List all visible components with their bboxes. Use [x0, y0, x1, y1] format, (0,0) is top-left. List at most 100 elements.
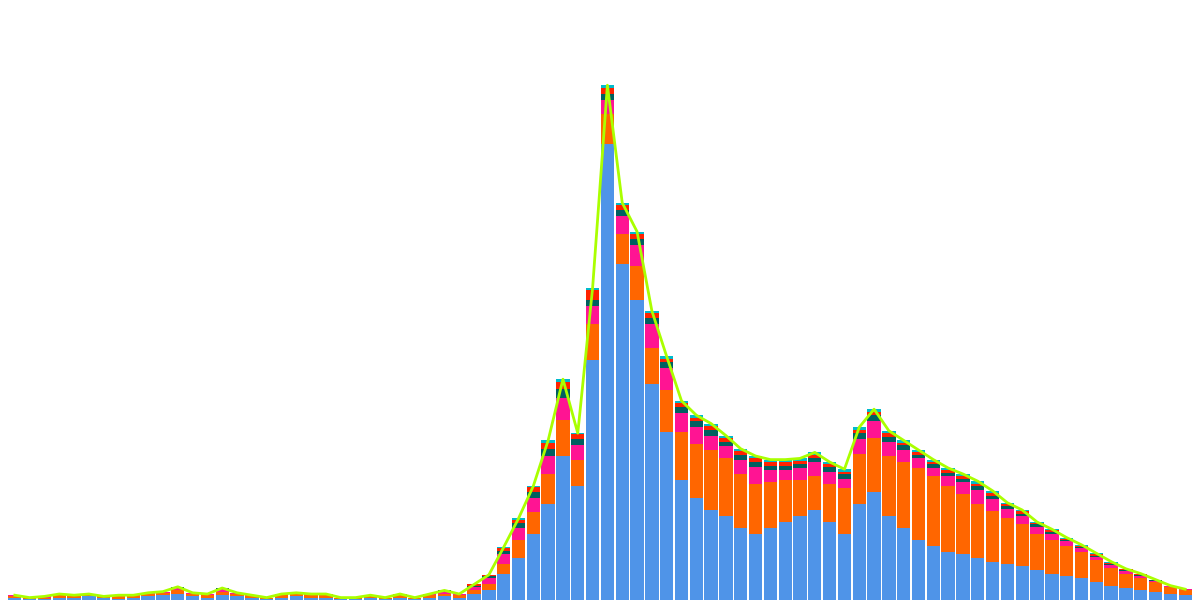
Bar — [1045, 534, 1058, 540]
Bar — [719, 442, 732, 446]
Bar — [749, 462, 762, 467]
Bar — [452, 595, 466, 598]
Bar — [275, 594, 288, 595]
Bar — [127, 596, 140, 598]
Bar — [468, 590, 481, 594]
Bar — [823, 467, 836, 472]
Bar — [378, 599, 392, 600]
Bar — [956, 494, 970, 554]
Bar — [497, 554, 510, 564]
Bar — [601, 94, 614, 100]
Bar — [690, 444, 703, 498]
Bar — [378, 598, 392, 599]
Bar — [763, 460, 778, 462]
Bar — [1134, 575, 1147, 576]
Bar — [646, 324, 659, 348]
Bar — [1120, 574, 1133, 588]
Bar — [83, 596, 96, 600]
Bar — [1178, 589, 1192, 590]
Bar — [868, 412, 881, 415]
Bar — [630, 266, 643, 300]
Bar — [334, 598, 348, 599]
Bar — [1134, 576, 1147, 578]
Bar — [1075, 546, 1088, 547]
Bar — [23, 598, 36, 599]
Bar — [882, 516, 895, 600]
Bar — [1001, 503, 1014, 504]
Bar — [1045, 540, 1058, 574]
Bar — [245, 598, 258, 600]
Bar — [512, 558, 526, 600]
Bar — [112, 599, 125, 600]
Bar — [898, 440, 911, 443]
Bar — [749, 534, 762, 600]
Bar — [245, 595, 258, 596]
Bar — [83, 595, 96, 596]
Bar — [793, 458, 806, 461]
Bar — [704, 436, 718, 450]
Bar — [305, 595, 318, 598]
Bar — [1045, 532, 1058, 534]
Bar — [557, 382, 570, 389]
Bar — [1104, 564, 1117, 565]
Bar — [527, 492, 540, 498]
Bar — [527, 534, 540, 600]
Bar — [808, 455, 822, 458]
Bar — [926, 476, 940, 546]
Bar — [512, 518, 526, 520]
Bar — [586, 360, 599, 600]
Bar — [646, 348, 659, 384]
Bar — [763, 462, 778, 466]
Bar — [1120, 571, 1133, 574]
Bar — [779, 470, 792, 480]
Bar — [734, 460, 748, 474]
Bar — [1104, 565, 1117, 568]
Bar — [156, 592, 169, 593]
Bar — [512, 540, 526, 558]
Bar — [571, 460, 584, 486]
Bar — [1090, 556, 1103, 557]
Bar — [53, 595, 66, 598]
Bar — [868, 421, 881, 438]
Bar — [734, 474, 748, 528]
Bar — [646, 313, 659, 318]
Bar — [1090, 554, 1103, 556]
Bar — [630, 300, 643, 600]
Bar — [571, 445, 584, 460]
Bar — [527, 486, 540, 487]
Bar — [1060, 546, 1073, 576]
Bar — [8, 595, 22, 596]
Bar — [734, 455, 748, 460]
Bar — [468, 587, 481, 590]
Bar — [882, 456, 895, 516]
Bar — [674, 407, 688, 413]
Bar — [942, 476, 955, 486]
Bar — [216, 595, 229, 600]
Bar — [275, 595, 288, 598]
Bar — [838, 469, 851, 472]
Bar — [112, 595, 125, 596]
Bar — [1104, 586, 1117, 600]
Bar — [956, 479, 970, 482]
Bar — [305, 598, 318, 600]
Bar — [912, 468, 925, 540]
Bar — [1075, 545, 1088, 546]
Bar — [200, 595, 214, 598]
Bar — [230, 593, 244, 594]
Bar — [1148, 580, 1163, 581]
Bar — [898, 450, 911, 462]
Bar — [868, 409, 881, 412]
Bar — [482, 575, 496, 576]
Bar — [557, 456, 570, 600]
Bar — [616, 264, 629, 600]
Bar — [245, 596, 258, 598]
Bar — [289, 593, 302, 594]
Bar — [37, 596, 52, 598]
Bar — [601, 88, 614, 94]
Bar — [971, 484, 984, 486]
Bar — [541, 456, 554, 474]
Bar — [986, 496, 1000, 499]
Bar — [1104, 563, 1117, 564]
Bar — [1148, 592, 1163, 600]
Bar — [898, 445, 911, 450]
